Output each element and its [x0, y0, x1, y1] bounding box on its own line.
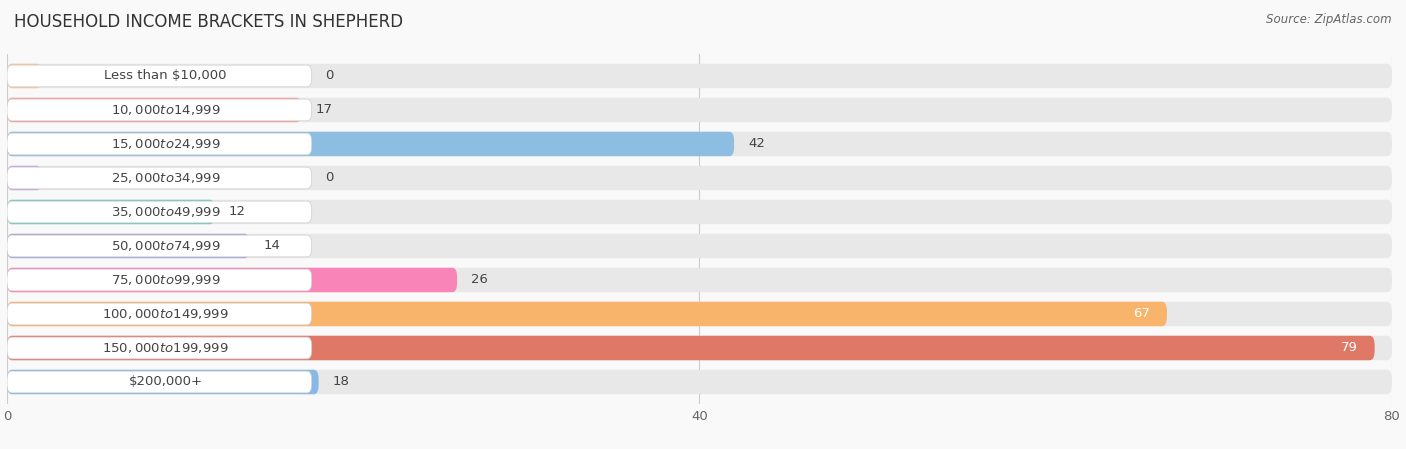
FancyBboxPatch shape: [7, 269, 312, 291]
FancyBboxPatch shape: [7, 167, 312, 189]
FancyBboxPatch shape: [7, 132, 1392, 156]
FancyBboxPatch shape: [7, 336, 1392, 360]
Text: 0: 0: [326, 70, 335, 83]
Text: 26: 26: [471, 273, 488, 286]
Text: 79: 79: [1340, 342, 1357, 355]
FancyBboxPatch shape: [7, 132, 734, 156]
FancyBboxPatch shape: [7, 65, 312, 87]
FancyBboxPatch shape: [7, 234, 249, 258]
Text: $50,000 to $74,999: $50,000 to $74,999: [111, 239, 221, 253]
Text: Less than $10,000: Less than $10,000: [104, 70, 226, 83]
Text: $15,000 to $24,999: $15,000 to $24,999: [111, 137, 221, 151]
Text: $100,000 to $149,999: $100,000 to $149,999: [103, 307, 229, 321]
Text: 0: 0: [326, 172, 335, 185]
Text: $200,000+: $200,000+: [128, 375, 202, 388]
FancyBboxPatch shape: [7, 99, 312, 121]
FancyBboxPatch shape: [7, 200, 1392, 224]
FancyBboxPatch shape: [7, 268, 1392, 292]
Text: $25,000 to $34,999: $25,000 to $34,999: [111, 171, 221, 185]
FancyBboxPatch shape: [7, 303, 312, 325]
FancyBboxPatch shape: [7, 302, 1167, 326]
Text: 42: 42: [748, 137, 765, 150]
Text: Source: ZipAtlas.com: Source: ZipAtlas.com: [1267, 13, 1392, 26]
FancyBboxPatch shape: [7, 98, 301, 122]
FancyBboxPatch shape: [7, 302, 1392, 326]
FancyBboxPatch shape: [7, 370, 319, 394]
FancyBboxPatch shape: [7, 133, 312, 155]
Text: 17: 17: [315, 103, 332, 116]
Text: 14: 14: [263, 239, 280, 252]
FancyBboxPatch shape: [7, 370, 1392, 394]
FancyBboxPatch shape: [7, 268, 457, 292]
FancyBboxPatch shape: [7, 166, 1392, 190]
FancyBboxPatch shape: [7, 64, 1392, 88]
FancyBboxPatch shape: [7, 235, 312, 257]
FancyBboxPatch shape: [7, 201, 312, 223]
FancyBboxPatch shape: [7, 64, 42, 88]
Text: $150,000 to $199,999: $150,000 to $199,999: [103, 341, 229, 355]
FancyBboxPatch shape: [7, 337, 312, 359]
Text: $35,000 to $49,999: $35,000 to $49,999: [111, 205, 221, 219]
FancyBboxPatch shape: [7, 336, 1375, 360]
Text: 67: 67: [1133, 308, 1150, 321]
FancyBboxPatch shape: [7, 234, 1392, 258]
Text: 12: 12: [229, 206, 246, 219]
Text: HOUSEHOLD INCOME BRACKETS IN SHEPHERD: HOUSEHOLD INCOME BRACKETS IN SHEPHERD: [14, 13, 404, 31]
Text: $75,000 to $99,999: $75,000 to $99,999: [111, 273, 221, 287]
Text: $10,000 to $14,999: $10,000 to $14,999: [111, 103, 221, 117]
FancyBboxPatch shape: [7, 166, 42, 190]
FancyBboxPatch shape: [7, 371, 312, 393]
Text: 18: 18: [332, 375, 349, 388]
FancyBboxPatch shape: [7, 98, 1392, 122]
FancyBboxPatch shape: [7, 200, 215, 224]
